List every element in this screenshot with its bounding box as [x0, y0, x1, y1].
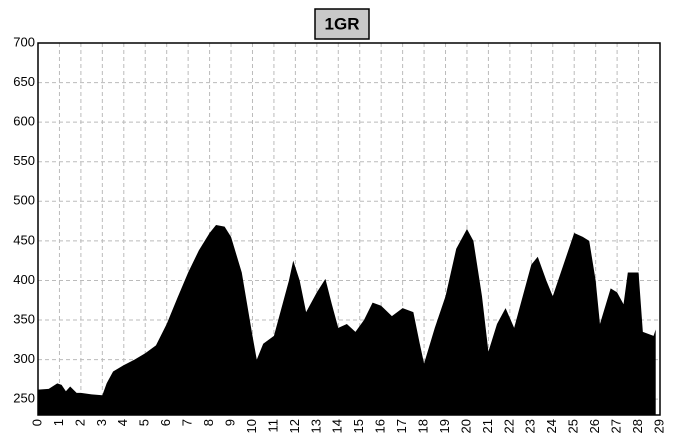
x-tick-label: 10: [244, 419, 259, 433]
x-tick-label: 2: [72, 419, 87, 426]
x-tick-label: 25: [566, 419, 581, 433]
elevation-area: [38, 225, 656, 415]
x-tick-label: 26: [587, 419, 602, 433]
x-tick-label: 6: [158, 419, 173, 426]
x-tick-label: 13: [308, 419, 323, 433]
x-tick-label: 4: [115, 419, 130, 426]
x-tick-label: 23: [523, 419, 538, 433]
x-tick-label: 8: [201, 419, 216, 426]
y-tick-label: 550: [13, 153, 35, 168]
x-tick-label: 21: [480, 419, 495, 433]
y-tick-label: 600: [13, 114, 35, 129]
y-tick-label: 400: [13, 272, 35, 287]
y-tick-label: 500: [13, 193, 35, 208]
plot-frame: [37, 42, 661, 416]
x-tick-label: 0: [29, 419, 44, 426]
y-tick-label: 700: [13, 34, 35, 49]
x-tick-label: 3: [94, 419, 109, 426]
x-tick-label: 29: [651, 419, 666, 433]
y-tick-label: 250: [13, 391, 35, 406]
x-tick-label: 15: [351, 419, 366, 433]
x-tick-label: 11: [265, 419, 280, 433]
chart-title: 1GR: [325, 14, 360, 33]
x-tick-label: 9: [222, 419, 237, 426]
x-tick-label: 22: [501, 419, 516, 433]
x-tick-label: 7: [180, 419, 195, 426]
x-tick-label: 5: [137, 419, 152, 426]
title-box: [314, 8, 370, 40]
x-tick-label: 16: [373, 419, 388, 433]
x-tick-label: 24: [544, 419, 559, 433]
x-tick-label: 14: [330, 419, 345, 433]
x-tick-label: 1: [51, 419, 66, 426]
x-tick-label: 19: [437, 419, 452, 433]
x-tick-label: 27: [609, 419, 624, 433]
y-tick-label: 300: [13, 351, 35, 366]
x-tick-label: 17: [394, 419, 409, 433]
x-tick-label: 20: [458, 419, 473, 433]
y-tick-label: 450: [13, 232, 35, 247]
y-tick-label: 650: [13, 74, 35, 89]
x-tick-label: 12: [287, 419, 302, 433]
x-tick-label: 18: [416, 419, 431, 433]
x-tick-label: 28: [630, 419, 645, 433]
y-tick-label: 350: [13, 311, 35, 326]
